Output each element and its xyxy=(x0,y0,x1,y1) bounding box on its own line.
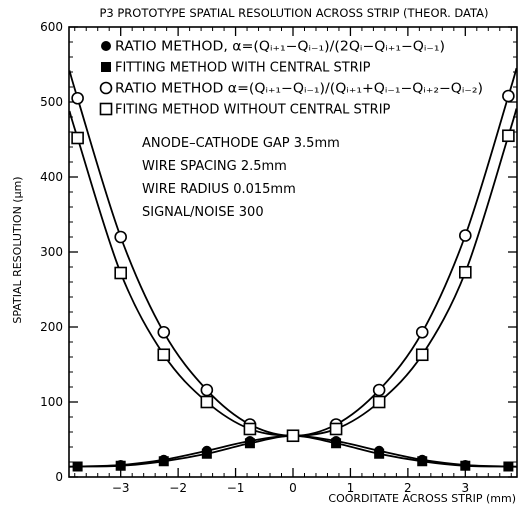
data-point xyxy=(243,422,257,436)
legend: RATIO METHOD, α=(Qᵢ₊₁−Qᵢ₋₁)/(2Qᵢ−Qᵢ₊₁−Qᵢ… xyxy=(99,40,483,118)
data-point xyxy=(459,265,472,279)
data-point xyxy=(460,460,471,471)
series-line xyxy=(68,67,518,437)
data-point xyxy=(374,448,385,459)
annotation-line: WIRE RADIUS 0.015mm xyxy=(142,182,296,197)
data-point xyxy=(417,456,428,467)
data-point xyxy=(372,383,386,397)
data-point xyxy=(372,395,386,409)
legend-label: FITTING METHOD WITH CENTRAL STRIP xyxy=(115,61,371,76)
data-point xyxy=(71,91,84,105)
annotation-line: ANODE–CATHODE GAP 3.5mm xyxy=(142,136,340,151)
y-tick-label: 0 xyxy=(55,470,63,484)
series-lines-group xyxy=(68,67,518,468)
data-point xyxy=(114,266,127,280)
x-tick-label: 0 xyxy=(289,481,297,495)
x-tick-label: 3 xyxy=(461,481,469,495)
data-point xyxy=(200,395,214,409)
series-markers-group xyxy=(71,89,515,472)
annotation-line: SIGNAL/NOISE 300 xyxy=(142,205,264,220)
y-axis-title: SPATIAL RESOLUTION (μm) xyxy=(11,176,24,323)
data-point xyxy=(503,461,514,472)
legend-marker xyxy=(101,62,111,72)
y-tick-label: 100 xyxy=(40,395,63,409)
y-tick-label: 300 xyxy=(40,245,63,259)
chart-title: P3 PROTOTYPE SPATIAL RESOLUTION ACROSS S… xyxy=(99,6,488,20)
legend-label: FITING METHOD WITHOUT CENTRAL STRIP xyxy=(115,103,391,118)
legend-label: RATIO METHOD α=(Qᵢ₊₁−Qᵢ₋₁)/(Qᵢ₊₁+Qᵢ₋₁−Qᵢ… xyxy=(115,82,483,97)
data-point xyxy=(331,438,342,449)
x-tick-label: 1 xyxy=(347,481,355,495)
data-point xyxy=(329,422,343,436)
y-tick-label: 200 xyxy=(40,320,63,334)
data-point xyxy=(157,325,171,339)
data-point xyxy=(502,89,515,103)
data-point xyxy=(200,383,214,397)
y-tick-label: 600 xyxy=(40,20,63,34)
x-tick-label: −1 xyxy=(227,481,245,495)
x-tick-label: −2 xyxy=(169,481,187,495)
series-line xyxy=(68,108,518,437)
x-tick-label: 2 xyxy=(404,481,412,495)
legend-label: RATIO METHOD, α=(Qᵢ₊₁−Qᵢ₋₁)/(2Qᵢ−Qᵢ₊₁−Qᵢ… xyxy=(115,40,445,55)
data-point xyxy=(157,348,171,362)
data-point xyxy=(415,348,429,362)
legend-marker xyxy=(101,41,111,51)
data-point xyxy=(286,429,300,443)
legend-marker xyxy=(99,81,113,95)
data-point xyxy=(114,230,127,244)
x-axis-title: COORDITATE ACROSS STRIP (mm) xyxy=(328,492,516,505)
annotation-line: WIRE SPACING 2.5mm xyxy=(142,159,287,174)
data-point xyxy=(72,461,83,472)
y-tick-label: 500 xyxy=(40,95,63,109)
data-point xyxy=(244,438,255,449)
data-point xyxy=(502,129,515,143)
data-point xyxy=(459,229,472,242)
x-tick-label: −3 xyxy=(112,481,130,495)
data-point xyxy=(158,456,169,467)
data-point xyxy=(415,325,429,339)
legend-marker xyxy=(99,102,113,116)
data-point xyxy=(71,131,84,145)
data-point xyxy=(201,448,212,459)
annotation-block: ANODE–CATHODE GAP 3.5mm WIRE SPACING 2.5m… xyxy=(142,136,340,220)
y-tick-label: 400 xyxy=(40,170,63,184)
data-point xyxy=(115,460,126,471)
